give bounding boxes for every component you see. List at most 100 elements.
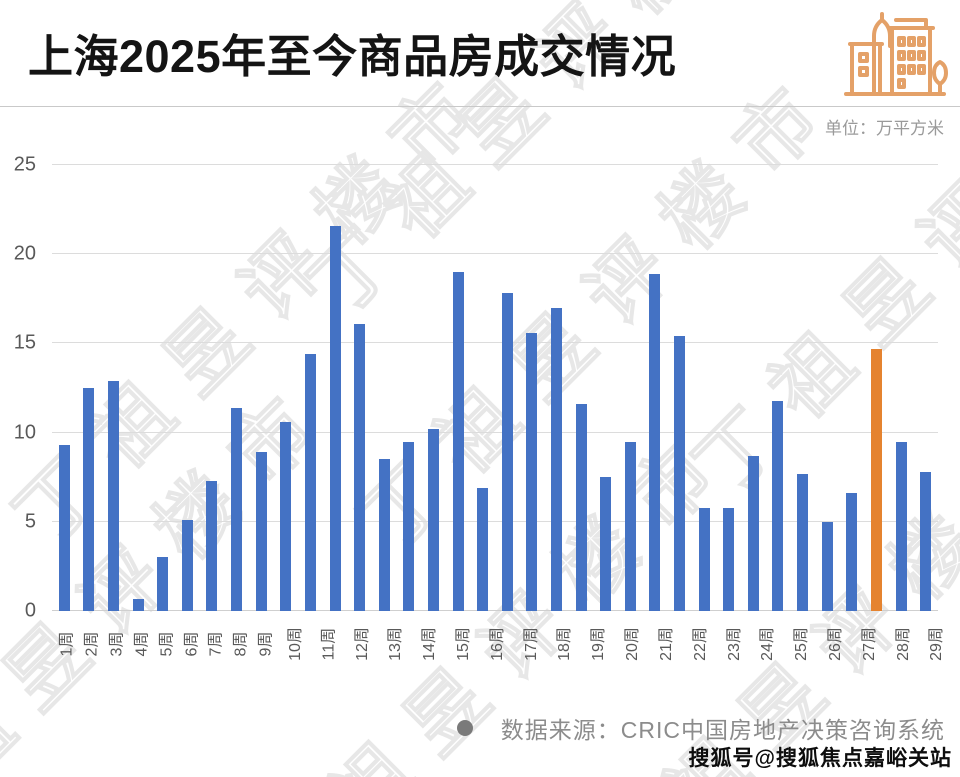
x-label-cell: 27周 (850, 613, 884, 675)
bar-slot (544, 165, 569, 611)
buildings-icon (836, 6, 948, 109)
bar-5周 (157, 557, 169, 611)
bar-slot (667, 165, 692, 611)
bar-slot (372, 165, 397, 611)
bar-slot (913, 165, 938, 611)
bar-29周 (747, 455, 759, 611)
x-label-cell: 3周 (102, 613, 127, 675)
x-axis-label: 17周 (522, 627, 540, 661)
y-tick-label: 20 (13, 242, 36, 265)
bar-2周 (83, 388, 95, 611)
x-label-cell: 20周 (613, 613, 647, 675)
bar-slot (593, 165, 618, 611)
bar-35周 (895, 441, 907, 611)
gridline (52, 164, 938, 165)
data-source-text: 数据来源：CRIC中国房地产决策咨询系统 (500, 717, 945, 743)
bullet-icon (456, 720, 473, 736)
x-label-cell: 4周 (127, 613, 152, 675)
y-axis: 0 5 10 15 20 25 (0, 154, 44, 622)
x-axis-label: 18周 (556, 627, 574, 661)
x-label-cell: 11周 (310, 613, 343, 675)
gridline (52, 520, 938, 522)
bar-14周 (378, 459, 390, 611)
bar-slot (643, 165, 668, 611)
bar-33周 (846, 493, 858, 611)
bar-26周 (674, 336, 686, 611)
x-label-cell: 29周 (917, 613, 951, 675)
bar-15周 (403, 441, 415, 611)
y-tick-label: 5 (24, 510, 36, 533)
x-axis-label: 13周 (387, 627, 405, 661)
bar-13周 (354, 323, 366, 611)
x-label-cell: 2周 (77, 613, 102, 675)
x-label-cell: 22周 (681, 613, 715, 675)
plot-area (52, 164, 938, 611)
x-axis-label: 8周 (232, 631, 250, 657)
x-axis-label: 16周 (488, 627, 506, 661)
x-label-cell: 26周 (816, 613, 850, 675)
bar-slot (298, 165, 323, 611)
x-label-cell: 24周 (748, 613, 782, 675)
bar-slot (889, 165, 914, 611)
bar-slot (569, 165, 594, 611)
x-axis-label: 26周 (826, 627, 844, 661)
bar-10周 (280, 421, 292, 611)
bar-slot (249, 165, 274, 611)
gridline (52, 342, 938, 344)
bar-slot (741, 165, 766, 611)
bar-slot (224, 165, 249, 611)
bar-slot (347, 165, 372, 611)
bar-slot (52, 165, 77, 611)
x-label-cell: 30周 (951, 613, 960, 675)
x-label-cell: 8周 (226, 613, 251, 675)
x-axis-label: 4周 (133, 631, 151, 657)
bar-25周 (649, 273, 661, 611)
x-label-cell: 7周 (201, 613, 226, 675)
x-axis-label: 23周 (725, 627, 743, 661)
x-axis-label: 28周 (894, 627, 912, 661)
bar-30周 (772, 400, 784, 611)
bar-slot (150, 165, 175, 611)
x-axis-label: 29周 (928, 627, 946, 661)
bar-23周 (600, 477, 612, 611)
bar-8周 (231, 407, 243, 611)
bar-slot (421, 165, 446, 611)
x-axis-label: 24周 (759, 627, 777, 661)
bar-16周 (427, 429, 439, 611)
x-axis-label: 27周 (860, 627, 878, 661)
x-axis-label: 6周 (182, 631, 200, 657)
gridline (52, 610, 938, 611)
x-label-cell: 12周 (343, 613, 377, 675)
gridline (52, 253, 938, 255)
bar-4周 (132, 598, 144, 611)
bar-slot (692, 165, 717, 611)
x-axis-label: 25周 (793, 627, 811, 661)
bar-slot (495, 165, 520, 611)
y-tick-label: 25 (13, 153, 36, 176)
x-axis-label: 12周 (353, 627, 371, 661)
bar-series (52, 165, 938, 611)
x-label-cell: 21周 (647, 613, 681, 675)
x-axis-label: 7周 (207, 631, 225, 657)
x-axis-label: 19周 (590, 627, 608, 661)
bar-34周 (870, 348, 882, 611)
bar-slot (126, 165, 151, 611)
bar-3周 (108, 380, 120, 611)
bar-slot (470, 165, 495, 611)
bar-slot (840, 165, 865, 611)
x-axis-label: 11周 (320, 627, 338, 661)
bar-slot (101, 165, 126, 611)
x-axis-label: 9周 (257, 631, 275, 657)
x-label-cell: 14周 (410, 613, 444, 675)
bar-19周 (501, 293, 513, 611)
bar-11周 (304, 354, 316, 611)
bar-31周 (797, 473, 809, 611)
bar-slot (200, 165, 225, 611)
x-label-cell: 16周 (478, 613, 512, 675)
x-axis-label: 20周 (624, 627, 641, 661)
x-axis-label: 1周 (58, 631, 76, 657)
x-axis-label: 10周 (287, 627, 305, 661)
bar-28周 (723, 507, 735, 611)
bar-slot (397, 165, 422, 611)
